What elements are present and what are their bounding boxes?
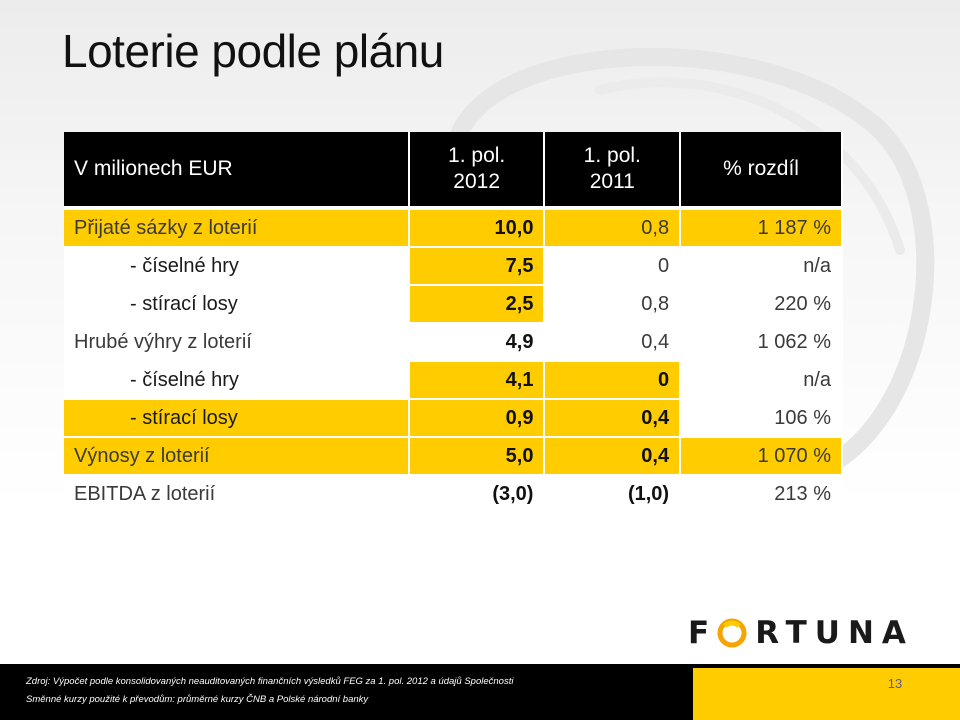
fortuna-wordmark: F RTUNA [688,615,914,651]
table-row: Přijaté sázky z loterií 10,0 0,8 1 187 % [64,210,843,248]
table-header-row: V milionech EUR 1. pol. 2012 1. pol. 201… [64,132,843,210]
cell-2011: (1,0) [545,476,682,514]
cell-2012: 2,5 [409,286,546,324]
cell-2011: 0,8 [545,286,682,324]
table-row: - číselné hry 4,1 0 n/a [64,362,843,400]
cell-2012: 4,1 [409,362,546,400]
row-label: Přijaté sázky z loterií [64,210,410,248]
cell-2011: 0 [545,362,682,400]
cell-2012: 7,5 [409,248,546,286]
cell-diff: 1 187 % [681,210,843,248]
source-note: Zdroj: Výpočet podle konsolidovaných nea… [26,676,514,687]
exchange-rate-note: Směnné kurzy použité k převodům: průměrn… [26,694,369,705]
table-row: Hrubé výhry z loterií 4,9 0,4 1 062 % [64,324,843,362]
header-h1-2011-line1: 1. pol. [583,144,641,167]
cell-2012: 0,9 [409,400,546,438]
page-number-box [693,668,960,720]
cell-2011: 0,4 [545,400,682,438]
cell-diff: 220 % [681,286,843,324]
table-row: EBITDA z loterií (3,0) (1,0) 213 % [64,476,843,514]
logo-o-symbol-icon [717,618,747,648]
page-title: Loterie podle plánu [62,25,444,77]
cell-diff: 213 % [681,476,843,514]
row-label: EBITDA z loterií [64,476,410,514]
header-h1-2012-line2: 2012 [453,170,501,193]
table-row: - číselné hry 7,5 0 n/a [64,248,843,286]
cell-diff: 106 % [681,400,843,438]
row-label: - číselné hry [64,362,410,400]
row-label: - stírací losy [64,400,410,438]
cell-diff: n/a [681,248,843,286]
cell-2012: 10,0 [409,210,546,248]
footer-notes: Zdroj: Výpočet podle konsolidovaných nea… [26,673,513,709]
fortuna-logo: F RTUNA [688,615,910,651]
cell-2012: 4,9 [409,324,546,362]
row-label: - číselné hry [64,248,410,286]
page-number: 13 [887,676,903,691]
header-unit: V milionech EUR [64,132,410,210]
row-label: - stírací losy [64,286,410,324]
cell-2012: 5,0 [409,438,546,476]
header-h1-2012: 1. pol. 2012 [409,132,546,210]
logo-letter-f: F [688,615,718,651]
cell-2011: 0 [545,248,682,286]
cell-2011: 0,4 [545,438,682,476]
table-row: - stírací losy 0,9 0,4 106 % [64,400,843,438]
cell-2012: (3,0) [409,476,546,514]
row-label: Výnosy z loterií [64,438,410,476]
cell-diff: n/a [681,362,843,400]
logo-letters-rtuna: RTUNA [755,615,914,651]
cell-2011: 0,4 [545,324,682,362]
header-h1-2011: 1. pol. 2011 [545,132,682,210]
table-row: - stírací losy 2,5 0,8 220 % [64,286,843,324]
header-percent-diff: % rozdíl [681,132,843,210]
table-row: Výnosy z loterií 5,0 0,4 1 070 % [64,438,843,476]
header-h1-2011-line2: 2011 [589,170,635,193]
lottery-results-table: V milionech EUR 1. pol. 2012 1. pol. 201… [64,132,843,514]
row-label: Hrubé výhry z loterií [64,324,410,362]
cell-diff: 1 062 % [681,324,843,362]
header-h1-2012-line1: 1. pol. [448,144,506,167]
cell-2011: 0,8 [545,210,682,248]
cell-diff: 1 070 % [681,438,843,476]
